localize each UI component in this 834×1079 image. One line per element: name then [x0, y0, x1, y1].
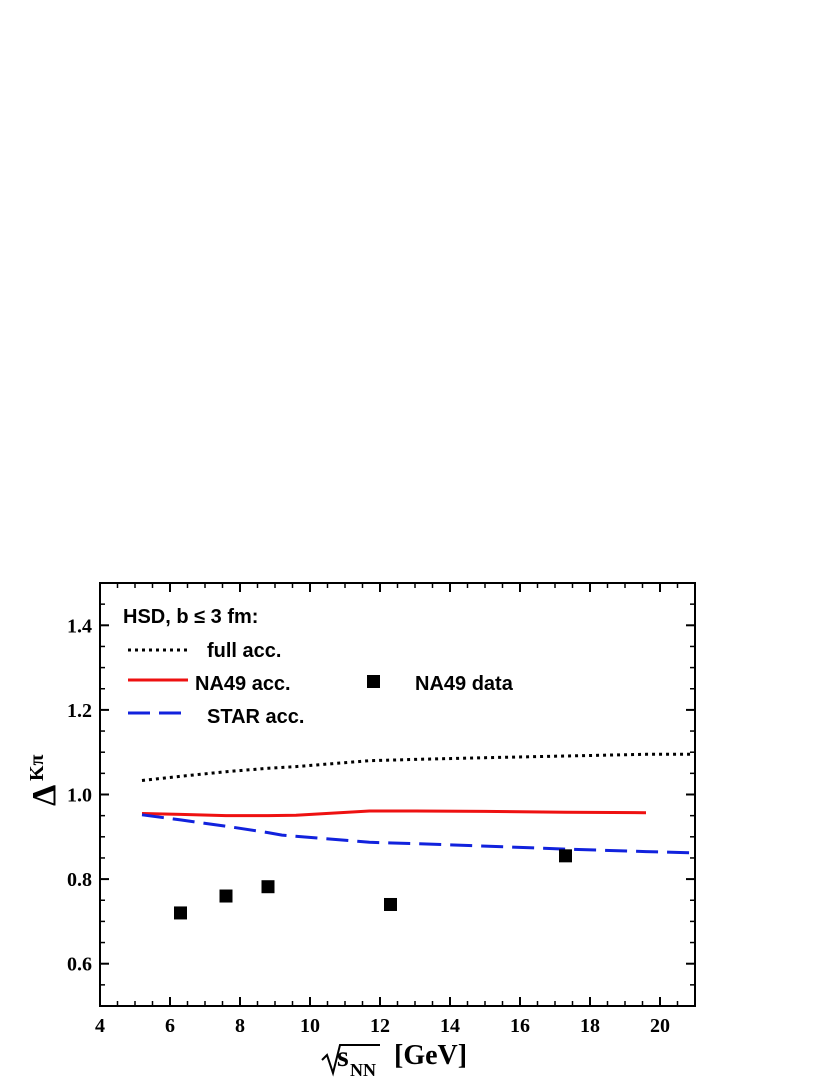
x-tick-label: 12 — [370, 1015, 390, 1037]
x-axis-label-unit: [GeV] — [394, 1040, 467, 1071]
x-tick-label: 10 — [300, 1015, 320, 1037]
data-point-na49-data — [219, 889, 233, 903]
x-tick-label: 14 — [440, 1015, 460, 1037]
data-point-na49-data — [261, 880, 275, 894]
y-tick-label: 0.6 — [67, 954, 92, 976]
plot-frame — [99, 582, 696, 1007]
x-axis-label-subscript: NN — [350, 1060, 376, 1079]
y-tick-label: 1.0 — [67, 785, 92, 807]
x-tick-label: 16 — [510, 1015, 530, 1037]
x-tick-label: 18 — [580, 1015, 600, 1037]
legend: HSD, b ≤ 3 fm: full acc. NA49 acc. STAR … — [123, 606, 514, 728]
legend-label-na49-data: NA49 data — [415, 673, 514, 695]
legend-label-star-acc: STAR acc. — [207, 706, 304, 728]
series-line-na49-acc — [141, 809, 647, 818]
x-tick-label: 6 — [165, 1015, 175, 1037]
data-point-na49-data — [174, 906, 187, 920]
y-axis-label: Δ Kπ — [26, 754, 63, 806]
y-tick-label: 0.8 — [67, 869, 92, 891]
axis-layer: 4 6 8 10 12 14 16 18 20 0.6 0.8 1.0 1.2 1.4 — [67, 583, 695, 1037]
data-point-na49-data — [559, 849, 572, 863]
legend-marker-na49-data — [367, 675, 380, 688]
legend-label-na49-acc: NA49 acc. — [195, 673, 291, 695]
legend-title: HSD, b ≤ 3 fm: — [123, 606, 258, 628]
series-line-full-acc — [141, 752, 695, 782]
x-tick-label: 8 — [235, 1015, 245, 1037]
y-tick-label: 1.4 — [67, 615, 92, 637]
legend-label-full-acc: full acc. — [207, 640, 281, 662]
radical-sign — [321, 1044, 380, 1077]
series-layer — [141, 752, 696, 920]
x-axis-label-radicand: s — [337, 1040, 349, 1073]
x-tick-label: 4 — [95, 1015, 105, 1037]
series-line-star-acc — [141, 813, 696, 855]
y-axis-label-superscript: Kπ — [26, 754, 48, 781]
y-tick-label: 1.2 — [67, 700, 92, 722]
x-axis-label: s NN [GeV] — [321, 1040, 467, 1079]
y-axis-label-main: Δ — [26, 785, 63, 806]
x-tick-label: 20 — [650, 1015, 670, 1037]
data-point-na49-data — [384, 897, 397, 911]
